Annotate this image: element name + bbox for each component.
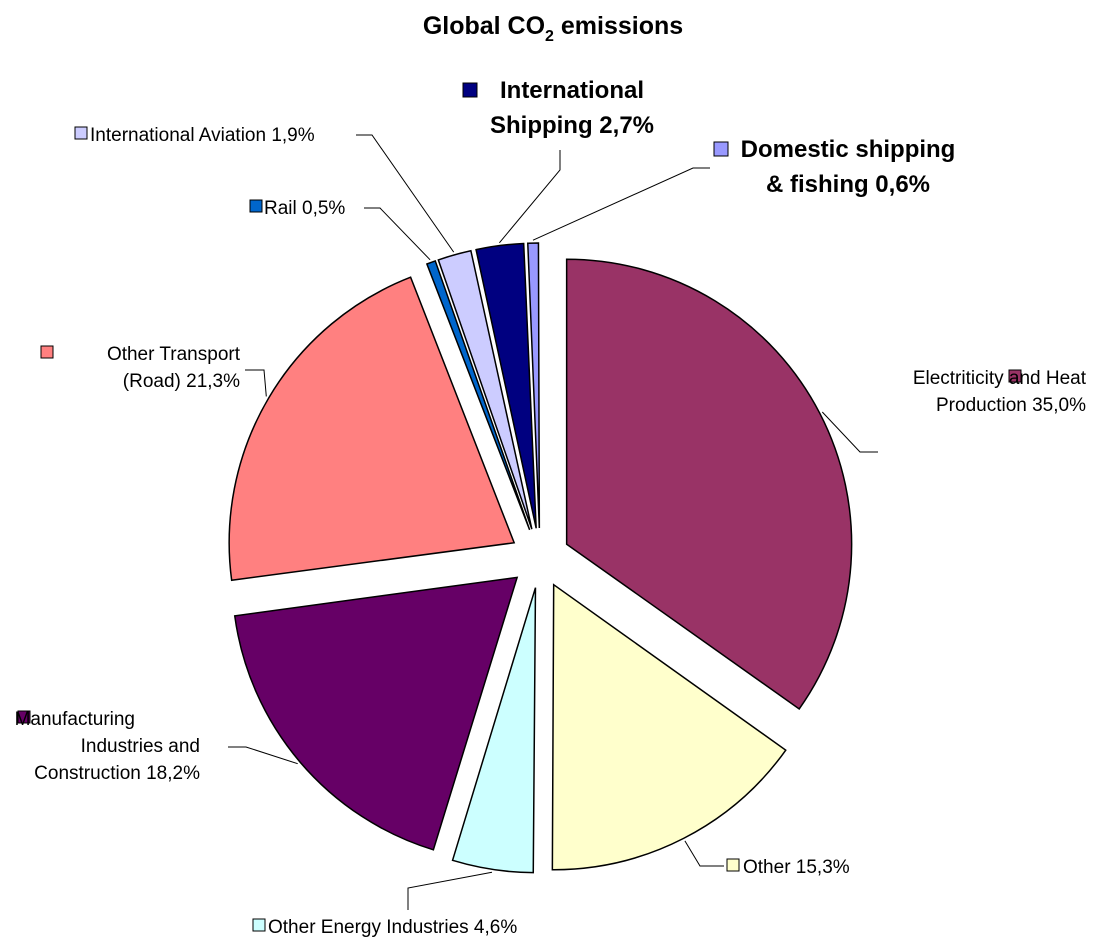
data-label: Electriticity and Heat Production 35,0% <box>913 368 1087 416</box>
data-label-line: Construction 18,2% <box>34 763 200 784</box>
pie-slice-manufacturing-industries-and-construction <box>233 576 519 851</box>
label-color-key <box>249 199 263 213</box>
data-label-line: International Aviation 1,9% <box>90 125 315 146</box>
data-label-line: International <box>500 77 644 104</box>
label-color-key <box>462 82 478 98</box>
label-color-key <box>40 345 54 359</box>
data-label: Other 15,3% <box>743 857 850 878</box>
data-label-line: Other Energy Industries 4,6% <box>268 917 517 938</box>
pie-slice-domestic-shipping-fishing <box>526 242 541 529</box>
data-label-line: Production 35,0% <box>936 395 1086 416</box>
data-label-line: Rail 0,5% <box>264 198 345 219</box>
pie-slice-other <box>551 583 787 871</box>
data-label-line: Other 15,3% <box>743 857 850 878</box>
data-label: Other Transport (Road) 21,3% <box>107 344 241 392</box>
chart-title-main: Global CO <box>423 12 545 40</box>
leader-line <box>407 871 493 910</box>
data-label-line: Shipping 2,7% <box>490 112 654 139</box>
pie-slice-international-shipping <box>475 242 537 529</box>
pie-slices <box>228 242 853 874</box>
data-label-line: & fishing 0,6% <box>766 171 930 198</box>
leader-line <box>364 207 431 261</box>
pie-slice-electriticity-and-heat-production <box>565 258 853 710</box>
pie-slice-other-transport-road <box>228 276 516 582</box>
data-label-line: Industries and <box>81 736 200 757</box>
data-label: International Shipping 2,7% <box>490 77 654 139</box>
data-label: Rail 0,5% <box>264 198 345 219</box>
data-label-line: (Road) 21,3% <box>123 371 240 392</box>
leader-line <box>821 411 878 453</box>
chart-title-suffix: emissions <box>554 12 683 40</box>
pie-slice-rail <box>425 259 531 531</box>
pie-slice-international-aviation <box>437 249 533 530</box>
data-label-line: Other Transport <box>107 344 241 365</box>
data-label: International Aviation 1,9% <box>90 125 315 146</box>
data-label: Manufacturing Industries and Construction … <box>15 709 200 784</box>
leader-line <box>228 746 298 765</box>
label-color-key <box>17 710 31 724</box>
label-color-key <box>1008 369 1022 383</box>
label-color-key <box>252 918 266 932</box>
label-color-key <box>726 858 740 872</box>
data-labels: Electriticity and Heat Production 35,0% Ot… <box>15 77 1087 938</box>
label-color-key <box>74 126 88 140</box>
data-label: Domestic shipping & fishing 0,6% <box>741 136 956 198</box>
data-label: Other Energy Industries 4,6% <box>268 917 517 938</box>
chart-title: Global CO2 emissions <box>423 12 683 45</box>
chart-title-subscript: 2 <box>545 28 554 45</box>
leader-line <box>684 840 724 867</box>
pie-slice-other-energy-industries <box>451 587 537 874</box>
leader-line <box>499 150 561 244</box>
leader-lines <box>228 134 878 910</box>
leader-line <box>532 167 710 241</box>
label-color-key <box>713 141 729 157</box>
data-label-line: Electriticity and Heat <box>913 368 1087 389</box>
data-label-line: Domestic shipping <box>741 136 956 163</box>
leader-line <box>356 134 455 253</box>
leader-line <box>245 369 267 397</box>
data-label-line: Manufacturing <box>15 709 135 730</box>
